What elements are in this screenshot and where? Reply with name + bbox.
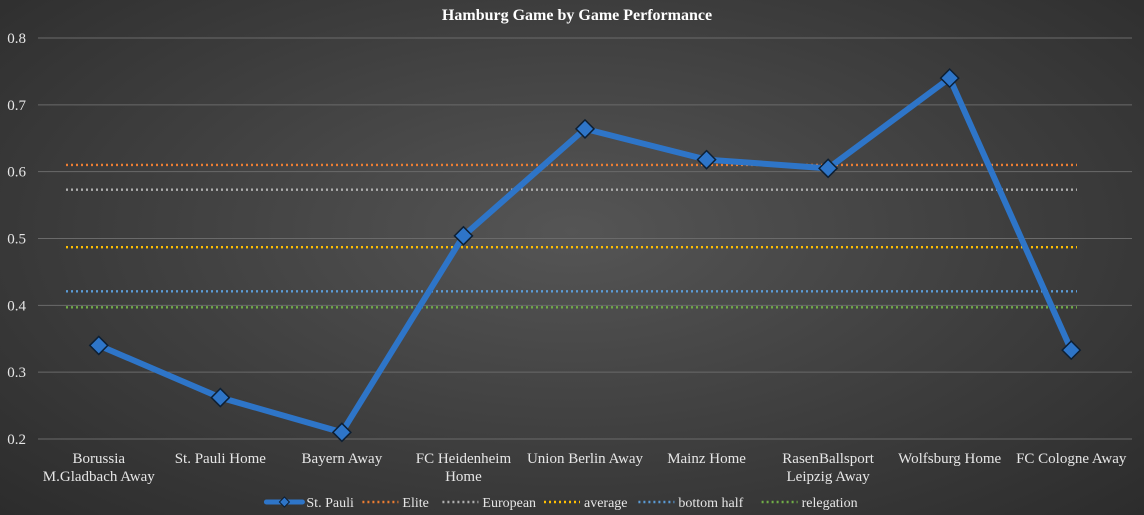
y-tick-label: 0.5	[7, 232, 26, 248]
legend-label: European	[482, 496, 536, 511]
x-tick-label-line: FC Cologne Away	[1016, 451, 1127, 467]
y-tick-label: 0.3	[7, 365, 26, 381]
series-layer	[88, 68, 1082, 443]
x-tick-label-line: M.Gladbach Away	[43, 469, 155, 485]
y-tick-label: 0.4	[7, 298, 26, 314]
x-axis: Borussia M.Gladbach Away St. Pauli Home Bay…	[43, 451, 1127, 485]
legend-marker	[278, 496, 291, 508]
x-tick-label: Union Berlin Away	[527, 451, 644, 467]
gridlines	[38, 37, 1132, 440]
y-tick-label: 0.7	[7, 98, 26, 114]
legend-label: St. Pauli	[306, 496, 354, 511]
legend-item: relegation	[761, 496, 858, 511]
legend-label: relegation	[802, 496, 858, 511]
legend-item: St. Pauli	[263, 496, 354, 511]
legend-label: bottom half	[678, 496, 743, 511]
x-tick-label-line: St. Pauli Home	[175, 451, 267, 467]
legend: St. Pauli Elite European average bottom half…	[263, 496, 858, 511]
x-tick-label-line: Bayern Away	[302, 451, 383, 467]
data-point-marker	[696, 149, 717, 170]
x-tick-label-line: Union Berlin Away	[527, 451, 644, 467]
data-point-marker	[210, 387, 231, 408]
x-tick-label-line: RasenBallsport	[782, 451, 874, 467]
data-point-marker	[574, 118, 596, 139]
reference-lines	[66, 163, 1077, 309]
x-tick-label: FC Heidenheim Home	[416, 451, 512, 485]
data-point-marker	[939, 68, 960, 89]
x-tick-label-line: Leipzig Away	[787, 469, 871, 485]
x-tick-label-line: Wolfsburg Home	[898, 451, 1001, 467]
x-tick-label: Borussia M.Gladbach Away	[43, 451, 155, 485]
x-tick-label: Bayern Away	[302, 451, 383, 467]
x-tick-label: Mainz Home	[667, 451, 746, 467]
x-tick-label-line: Borussia	[73, 451, 126, 467]
legend-label: average	[584, 496, 628, 511]
x-tick-label-line: FC Heidenheim	[416, 451, 512, 467]
legend-item: average	[544, 496, 628, 511]
x-tick-label: St. Pauli Home	[175, 451, 267, 467]
y-tick-label: 0.6	[7, 165, 26, 181]
legend-item: bottom half	[638, 496, 744, 511]
y-axis: 0.2 0.3 0.4 0.5 0.6 0.7 0.8	[7, 31, 26, 448]
y-tick-label: 0.8	[7, 31, 26, 47]
legend-item: European	[442, 496, 536, 511]
x-tick-label: FC Cologne Away	[1016, 451, 1127, 467]
data-point-marker	[1061, 340, 1082, 361]
data-point-marker	[818, 158, 839, 179]
chart-title: Hamburg Game by Game Performance	[442, 7, 712, 24]
x-tick-label-line: Home	[445, 469, 482, 485]
x-tick-label-line: Mainz Home	[667, 451, 746, 467]
data-point-marker	[88, 335, 109, 356]
y-tick-label: 0.2	[7, 432, 26, 448]
data-point-marker	[453, 225, 474, 246]
x-tick-label: Wolfsburg Home	[898, 451, 1001, 467]
legend-item: Elite	[362, 496, 429, 511]
data-point-marker	[331, 422, 352, 443]
x-tick-label: RasenBallsport Leipzig Away	[782, 451, 874, 485]
legend-label: Elite	[402, 496, 428, 511]
